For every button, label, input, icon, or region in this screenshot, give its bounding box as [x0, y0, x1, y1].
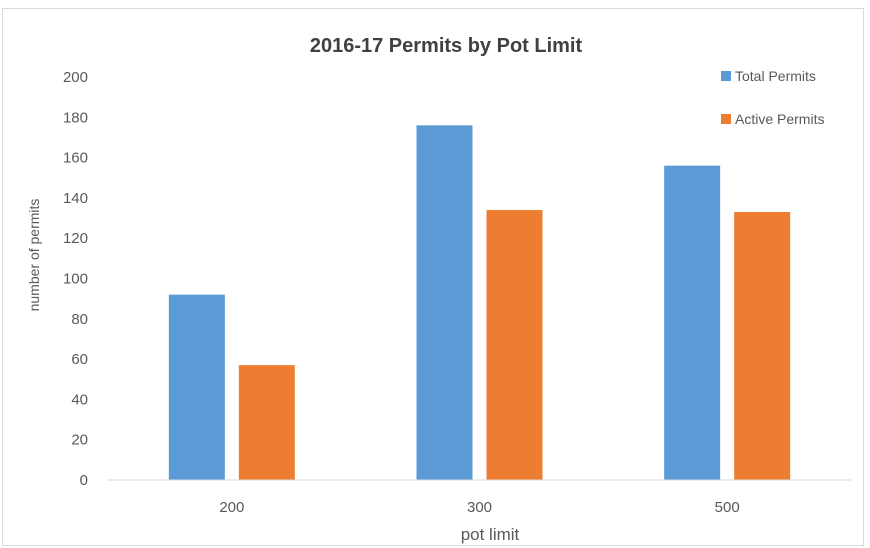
y-tick-label: 60: [71, 351, 88, 368]
y-tick-label: 100: [63, 271, 88, 288]
y-tick-label: 200: [63, 69, 88, 86]
y-tick-label: 80: [71, 311, 88, 328]
legend-label: Total Permits: [735, 68, 816, 84]
x-tick-label: 200: [219, 499, 244, 516]
bar-total-permits-300: [416, 125, 473, 481]
bar-total-permits-500: [664, 165, 721, 480]
y-tick-label: 0: [80, 472, 88, 489]
y-axis-ticks: 0 20 40 60 80 100 120 140 160 180 200: [63, 69, 88, 489]
x-axis-ticks: 200 300 500: [219, 499, 739, 516]
bar-active-permits-200: [238, 365, 295, 480]
y-tick-label: 20: [71, 432, 88, 449]
bars: [168, 125, 791, 481]
legend: Total Permits Active Permits: [721, 68, 824, 127]
y-tick-label: 120: [63, 230, 88, 247]
y-tick-label: 180: [63, 109, 88, 126]
x-tick-label: 300: [467, 499, 492, 516]
y-tick-label: 140: [63, 190, 88, 207]
y-axis-title: number of permits: [26, 199, 42, 312]
y-tick-label: 160: [63, 150, 88, 167]
bar-active-permits-500: [734, 212, 791, 480]
legend-label: Active Permits: [735, 111, 824, 127]
bar-active-permits-300: [486, 209, 543, 481]
y-tick-label: 40: [71, 391, 88, 408]
legend-swatch-active-permits: [721, 114, 731, 124]
chart-title: 2016-17 Permits by Pot Limit: [310, 35, 583, 57]
legend-swatch-total-permits: [721, 71, 731, 81]
x-axis-title: pot limit: [461, 525, 520, 544]
bar-total-permits-200: [168, 294, 225, 480]
x-tick-label: 500: [715, 499, 740, 516]
